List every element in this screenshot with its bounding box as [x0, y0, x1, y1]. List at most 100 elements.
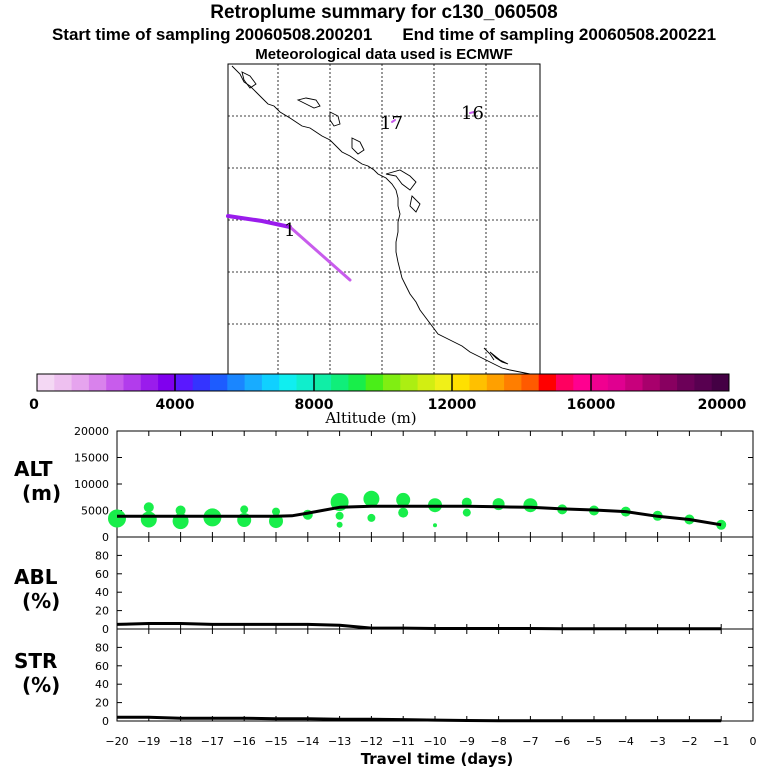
x-tick-label: −12	[360, 735, 383, 748]
series-line-str	[117, 715, 722, 723]
plot-title: Retroplume summary for c130_060508	[210, 2, 558, 23]
x-tick-label: −16	[233, 735, 256, 748]
cluster-marker	[523, 498, 538, 513]
x-tick-label: −13	[328, 735, 351, 748]
colorbar-cell	[452, 374, 470, 391]
y-tick-label: 15000	[74, 452, 109, 465]
colorbar-cell	[434, 374, 453, 391]
panel-unit-abl: (%)	[22, 589, 60, 613]
traj-label-16: 16	[461, 103, 484, 124]
colorbar-cell	[175, 374, 194, 391]
colorbar-cell	[261, 374, 280, 391]
colorbar-tick-0: 0	[29, 397, 39, 413]
colorbar-cell	[538, 374, 557, 391]
cluster-marker	[433, 523, 437, 528]
met-data-label: Meteorological data used is ECMWF	[255, 46, 513, 63]
x-tick-label: −11	[392, 735, 415, 748]
colorbar-cell	[590, 374, 609, 391]
panel-frame	[116, 536, 754, 630]
y-tick-label: 20000	[74, 425, 109, 438]
trajectory-map: 1 17 16	[226, 63, 541, 375]
cluster-marker	[108, 509, 126, 528]
colorbar-cell	[210, 374, 228, 391]
cluster-marker	[336, 521, 343, 528]
traj-label-17: 17	[380, 113, 403, 134]
x-tick-label: 0	[750, 735, 757, 748]
x-tick-label: −7	[522, 735, 538, 748]
colorbar-cell	[711, 374, 730, 391]
end-time-label: End time of sampling 20060508.200221	[402, 25, 717, 44]
x-tick-label: −8	[490, 735, 506, 748]
colorbar-cell	[106, 374, 124, 391]
colorbar-cell	[659, 374, 678, 391]
colorbar-cell	[123, 374, 142, 391]
y-tick-label: 80	[95, 641, 109, 654]
y-tick-label: 20	[95, 697, 109, 710]
panel-label-str: STR	[14, 649, 57, 673]
colorbar-cell	[227, 374, 245, 391]
colorbar-cell	[348, 374, 367, 391]
colorbar-cell	[158, 374, 176, 391]
series-line-abl	[116, 622, 722, 631]
x-tick-label: −18	[169, 735, 192, 748]
colorbar-cell	[37, 374, 55, 391]
cluster-marker	[367, 513, 376, 522]
x-tick-label: −20	[105, 735, 128, 748]
trajectory-16-dot	[469, 111, 475, 114]
altitude-colorbar: 0 4000 8000 12000 16000 20000 Altitude (…	[29, 373, 747, 427]
traj-label-1: 1	[284, 220, 295, 241]
x-tick-label: −10	[423, 735, 446, 748]
x-tick-label: −19	[137, 735, 160, 748]
colorbar-cell	[625, 374, 643, 391]
cluster-marker	[143, 502, 154, 513]
y-tick-label: 0	[102, 715, 109, 728]
colorbar-cell	[244, 374, 263, 391]
trajectory-17-dot	[391, 119, 396, 123]
panel-str: 0 20 40 60 80 STR(%)	[14, 628, 754, 728]
colorbar-title: Altitude (m)	[324, 409, 416, 427]
panel-unit-alt: (m)	[22, 481, 61, 505]
colorbar-cell	[486, 374, 505, 391]
coastline	[231, 65, 531, 375]
x-tick-label: −2	[681, 735, 697, 748]
trajectory-segment-west	[226, 214, 292, 229]
x-tick-label: −5	[586, 735, 602, 748]
y-tick-label: 40	[95, 586, 109, 599]
sampling-times: Start time of sampling 20060508.200201 En…	[0, 25, 768, 45]
panel-unit-str: (%)	[22, 673, 60, 697]
colorbar-tick-4000: 4000	[156, 397, 195, 413]
colorbar-tick-12000: 12000	[428, 397, 477, 413]
y-tick-label: 40	[95, 678, 109, 691]
x-tick-label: −9	[459, 735, 475, 748]
colorbar-cell	[469, 374, 488, 391]
y-tick-label: 20	[95, 605, 109, 618]
colorbar-cells	[37, 374, 730, 391]
colorbar-cell	[504, 374, 522, 391]
cluster-marker	[396, 492, 411, 507]
trajectory-paths	[226, 111, 475, 282]
colorbar-cell	[642, 374, 661, 391]
panel-alt: 0 5000 10000 15000 20000 ALT(m)	[14, 425, 754, 544]
x-tick-label: −3	[649, 735, 665, 748]
colorbar-tick-20000: 20000	[698, 397, 747, 413]
x-tick-label: −14	[296, 735, 319, 748]
panel-label-abl: ABL	[14, 565, 58, 589]
colorbar-cell	[313, 374, 332, 391]
x-tick-label: −1	[713, 735, 729, 748]
x-tick-label: −4	[618, 735, 634, 748]
x-axis-title: Travel time (days)	[361, 750, 514, 768]
y-tick-label: 80	[95, 549, 109, 562]
y-tick-label: 5000	[81, 505, 109, 518]
y-tick-label: 60	[95, 660, 109, 673]
time-series-panels: 05000100001500020000ALT(m)020406080ABL(%…	[14, 425, 754, 728]
cluster-marker	[175, 505, 186, 516]
colorbar-cell	[71, 374, 90, 391]
trajectory-segment-southeast	[288, 225, 352, 282]
cluster-marker	[240, 505, 249, 514]
panel-frame	[116, 628, 754, 722]
panel-label-alt: ALT	[14, 457, 53, 481]
colorbar-frame	[36, 373, 730, 392]
map-gridlines	[228, 64, 540, 374]
cluster-marker	[462, 508, 471, 517]
panel-abl: 0 20 40 60 80 ABL(%)	[14, 536, 754, 636]
